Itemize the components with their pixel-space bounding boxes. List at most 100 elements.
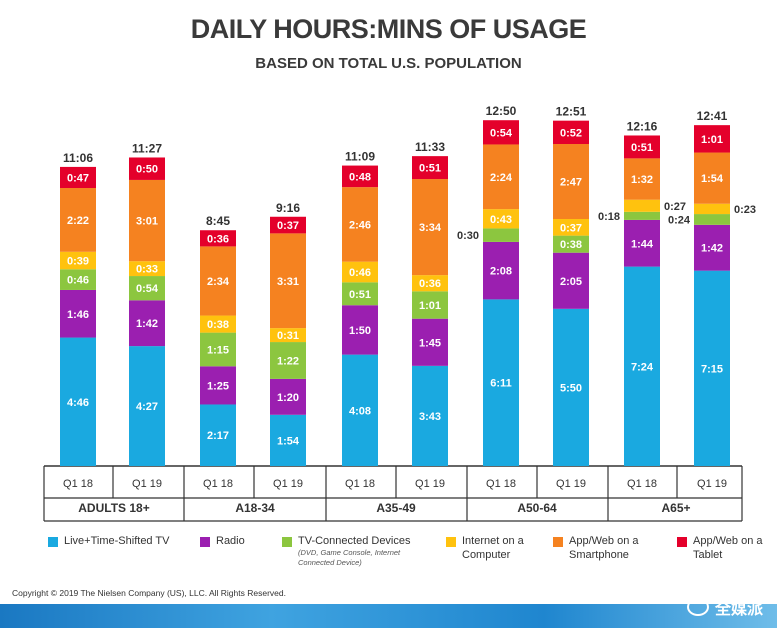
bar-live_tv <box>483 299 519 466</box>
data-label: 0:50 <box>136 164 158 176</box>
data-label: 7:15 <box>701 363 723 375</box>
legend-item-live_tv: Live+Time-Shifted TV <box>48 534 169 548</box>
bar-radio <box>129 300 165 347</box>
data-label: 2:22 <box>67 215 89 227</box>
data-label: 1:01 <box>701 134 723 146</box>
bar-tv_connected <box>694 214 730 225</box>
data-label: 2:47 <box>560 177 582 189</box>
data-label: 0:38 <box>207 319 229 331</box>
group-label: A18-34 <box>235 501 275 515</box>
total-label: 11:06 <box>63 151 93 165</box>
bar-app_tablet <box>553 120 589 145</box>
bar-radio <box>624 219 660 267</box>
data-label: 0:51 <box>419 163 441 175</box>
legend-swatch <box>282 537 292 547</box>
bar-internet_computer <box>624 199 660 212</box>
bar-tv_connected <box>129 276 165 301</box>
data-label: 0:36 <box>419 278 441 290</box>
data-label: 1:50 <box>349 325 371 337</box>
bar-internet_computer <box>553 219 589 236</box>
legend-swatch <box>48 537 58 547</box>
legend-label: App/Web on a Tablet <box>693 535 763 561</box>
bar-live_tv <box>624 266 660 466</box>
x-tick-label: Q1 19 <box>132 478 162 490</box>
bar-app_smartphone <box>694 152 730 204</box>
data-label: 0:23 <box>734 204 756 216</box>
bar-app_tablet <box>483 120 519 145</box>
data-label: 0:51 <box>631 142 653 154</box>
bar-internet_computer <box>342 261 378 283</box>
bar-radio <box>694 224 730 271</box>
data-label: 1:54 <box>701 173 724 185</box>
total-label: 12:16 <box>627 119 658 133</box>
data-label: 1:46 <box>67 309 89 321</box>
bar-radio <box>553 252 589 309</box>
group-label: A65+ <box>661 501 690 515</box>
data-label: 1:01 <box>419 300 441 312</box>
data-label: 6:11 <box>490 378 511 390</box>
bar-internet_computer <box>270 328 306 343</box>
footer-bar <box>0 604 777 628</box>
data-label: 0:46 <box>67 275 89 287</box>
legend-label: App/Web on a Smartphone <box>569 535 639 561</box>
data-label: 2:05 <box>560 276 582 288</box>
x-tick-label: Q1 19 <box>415 478 445 490</box>
bar-app_smartphone <box>270 233 306 329</box>
copyright-notice: Copyright © 2019 The Nielsen Company (US… <box>12 588 286 598</box>
data-label: 7:24 <box>631 361 654 373</box>
data-label: 1:15 <box>207 344 229 356</box>
legend-label: Internet on a Computer <box>462 535 524 561</box>
data-label: 3:43 <box>419 411 441 423</box>
x-tick-label: Q1 19 <box>697 478 727 490</box>
bar-tv_connected <box>553 235 589 253</box>
data-label: 0:37 <box>277 220 299 232</box>
legend-item-radio: Radio <box>200 534 245 548</box>
group-label: A50-64 <box>517 501 557 515</box>
bar-internet_computer <box>694 203 730 215</box>
total-label: 11:09 <box>345 150 375 164</box>
data-label: 4:27 <box>136 401 158 413</box>
legend-item-internet_computer: Internet on a Computer <box>446 534 552 562</box>
bar-live_tv <box>342 354 378 466</box>
bar-app_smartphone <box>200 246 236 316</box>
x-tick-label: Q1 19 <box>556 478 586 490</box>
watermark-text: 全媒派 <box>714 601 763 618</box>
data-label: 1:32 <box>631 174 653 186</box>
legend-item-tv_connected: TV-Connected Devices (DVD, Game Console, … <box>282 534 418 568</box>
bar-app_tablet <box>342 165 378 188</box>
bar-radio <box>200 366 236 405</box>
bar-live_tv <box>270 414 306 466</box>
data-label: 2:34 <box>207 276 230 288</box>
data-label: 0:24 <box>668 214 691 226</box>
bar-app_smartphone <box>60 188 96 252</box>
data-label: 0:47 <box>67 172 89 184</box>
x-tick-label: Q1 18 <box>203 478 233 490</box>
legend-label: TV-Connected Devices <box>298 535 411 547</box>
legend-swatch <box>200 537 210 547</box>
data-label: 4:08 <box>349 405 371 417</box>
bar-tv_connected <box>60 269 96 290</box>
bar-internet_computer <box>412 275 448 292</box>
bar-app_smartphone <box>129 179 165 262</box>
total-label: 8:45 <box>206 214 230 228</box>
data-label: 1:42 <box>136 318 158 330</box>
legend-note: (DVD, Game Console, Internet Connected D… <box>298 548 401 567</box>
bar-tv_connected <box>270 342 306 379</box>
bar-app_tablet <box>694 125 730 153</box>
bar-app_tablet <box>200 230 236 247</box>
bar-live_tv <box>694 270 730 466</box>
bar-tv_connected <box>342 282 378 306</box>
data-label: 2:24 <box>490 172 513 184</box>
bar-live_tv <box>412 365 448 466</box>
total-label: 11:33 <box>415 140 445 154</box>
bar-tv_connected <box>483 228 519 242</box>
bar-app_smartphone <box>342 187 378 262</box>
x-tick-label: Q1 18 <box>345 478 375 490</box>
bar-app_tablet <box>412 156 448 180</box>
bar-app_tablet <box>60 166 96 189</box>
data-label: 1:45 <box>419 337 441 349</box>
legend-label: Radio <box>216 535 245 547</box>
legend-swatch <box>446 537 456 547</box>
data-label: 1:54 <box>277 435 300 447</box>
